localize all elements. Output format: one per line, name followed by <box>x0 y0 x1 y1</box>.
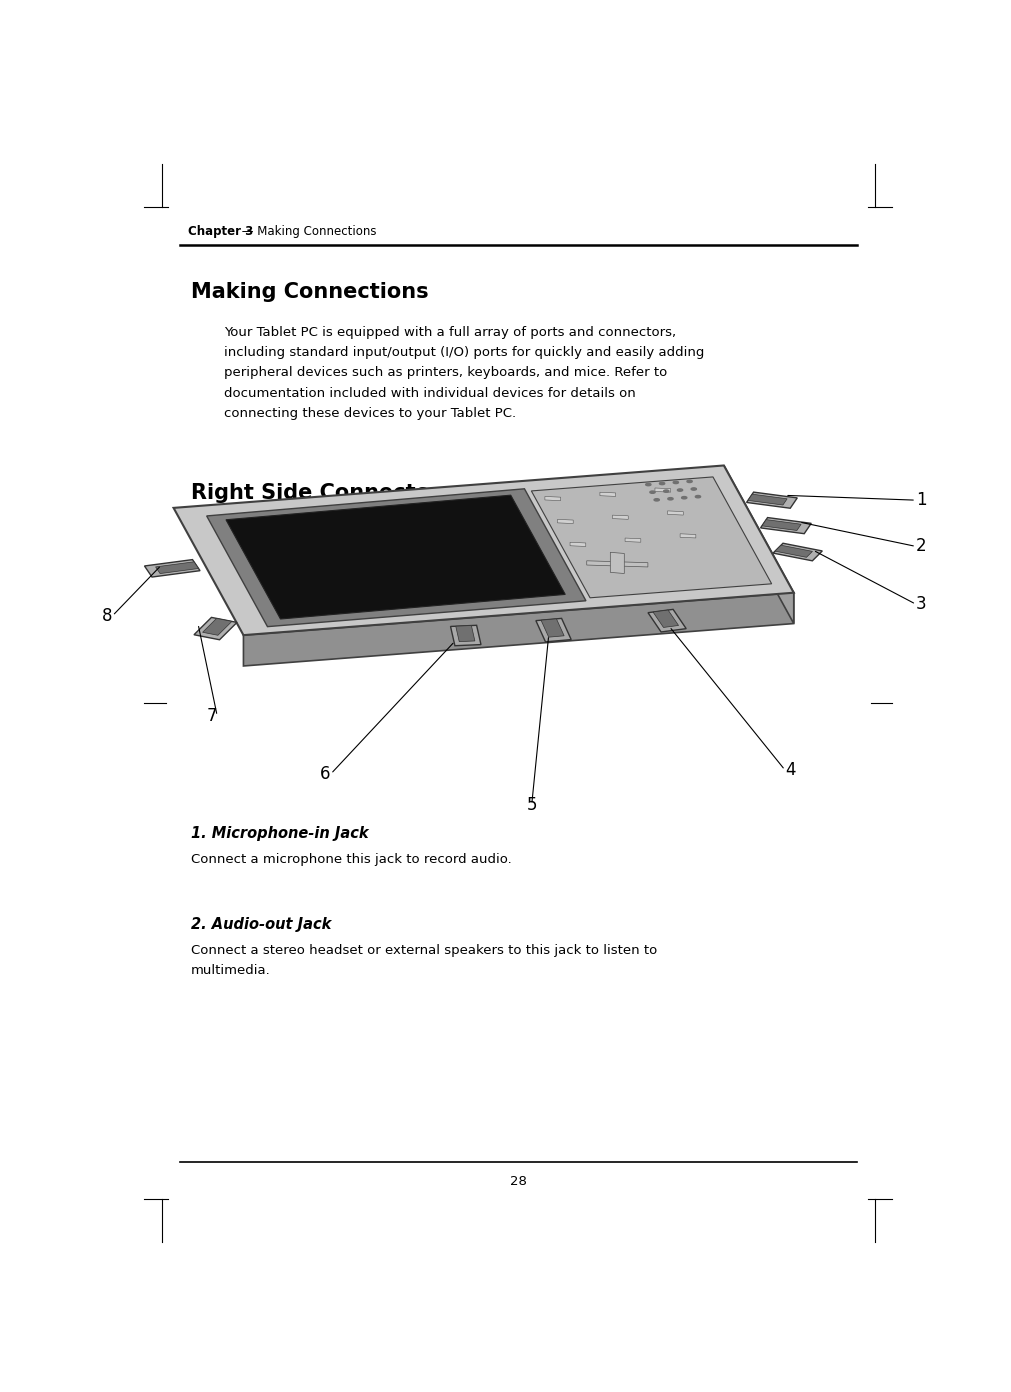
Polygon shape <box>586 561 648 567</box>
Text: 8: 8 <box>102 607 112 625</box>
Polygon shape <box>600 493 616 497</box>
Polygon shape <box>156 562 198 574</box>
Polygon shape <box>451 625 481 646</box>
Text: documentation included with individual devices for details on: documentation included with individual d… <box>224 387 636 400</box>
Polygon shape <box>775 546 813 557</box>
Circle shape <box>696 496 701 498</box>
Polygon shape <box>748 494 788 505</box>
Text: peripheral devices such as printers, keyboards, and mice. Refer to: peripheral devices such as printers, key… <box>224 366 667 380</box>
Text: 6: 6 <box>320 766 331 782</box>
Polygon shape <box>206 489 586 626</box>
Text: connecting these devices to your Tablet PC.: connecting these devices to your Tablet … <box>224 406 517 420</box>
Text: 7: 7 <box>206 707 217 725</box>
Polygon shape <box>773 543 822 561</box>
Circle shape <box>646 483 651 486</box>
Text: 4: 4 <box>785 761 796 780</box>
Polygon shape <box>541 619 564 638</box>
Polygon shape <box>545 497 561 501</box>
Text: Chapter 3: Chapter 3 <box>188 224 254 238</box>
Text: including standard input/output (I/O) ports for quickly and easily adding: including standard input/output (I/O) po… <box>224 347 705 359</box>
Polygon shape <box>226 496 565 619</box>
Polygon shape <box>532 477 771 597</box>
Text: Making Connections: Making Connections <box>191 281 429 302</box>
Polygon shape <box>456 625 475 642</box>
Polygon shape <box>680 533 696 537</box>
Polygon shape <box>648 610 686 632</box>
Polygon shape <box>244 593 794 665</box>
Text: — Making Connections: — Making Connections <box>238 224 376 238</box>
Polygon shape <box>762 519 801 530</box>
Circle shape <box>677 489 682 491</box>
Circle shape <box>663 490 669 493</box>
Text: Connect a stereo headset or external speakers to this jack to listen to: Connect a stereo headset or external spe… <box>191 944 657 958</box>
Polygon shape <box>655 489 670 493</box>
Polygon shape <box>611 553 625 574</box>
Circle shape <box>681 497 686 498</box>
Circle shape <box>668 497 673 500</box>
Text: multimedia.: multimedia. <box>191 965 270 977</box>
Circle shape <box>654 498 659 501</box>
Circle shape <box>686 480 693 483</box>
Polygon shape <box>625 539 641 543</box>
Text: Connect a microphone this jack to record audio.: Connect a microphone this jack to record… <box>191 853 512 866</box>
Polygon shape <box>145 560 200 578</box>
Circle shape <box>659 483 664 484</box>
Polygon shape <box>194 618 237 640</box>
Circle shape <box>650 491 655 493</box>
Text: 1: 1 <box>916 491 927 509</box>
Polygon shape <box>746 493 798 508</box>
Circle shape <box>673 482 678 483</box>
Polygon shape <box>653 610 678 628</box>
Text: 2. Audio-out Jack: 2. Audio-out Jack <box>191 917 331 933</box>
Polygon shape <box>760 518 811 533</box>
Text: 1. Microphone-in Jack: 1. Microphone-in Jack <box>191 827 368 841</box>
Polygon shape <box>174 465 794 635</box>
Text: 5: 5 <box>527 796 537 814</box>
Polygon shape <box>536 618 571 642</box>
Polygon shape <box>557 519 573 523</box>
Text: Right Side Connectors: Right Side Connectors <box>191 483 453 504</box>
Text: 28: 28 <box>510 1175 527 1187</box>
Text: Your Tablet PC is equipped with a full array of ports and connectors,: Your Tablet PC is equipped with a full a… <box>224 326 676 338</box>
Circle shape <box>692 487 697 490</box>
Polygon shape <box>202 618 232 635</box>
Text: 2: 2 <box>916 537 927 555</box>
Polygon shape <box>570 543 585 547</box>
Polygon shape <box>667 511 683 515</box>
Polygon shape <box>613 515 628 519</box>
Polygon shape <box>724 465 794 624</box>
Text: 3: 3 <box>916 596 927 614</box>
